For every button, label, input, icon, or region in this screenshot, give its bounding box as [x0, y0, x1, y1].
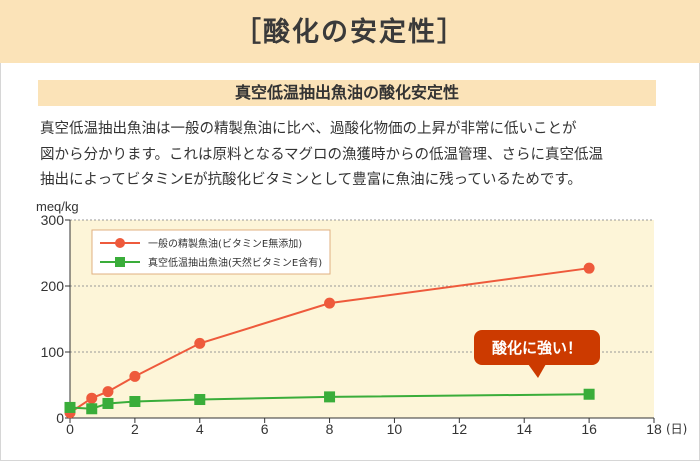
y-tick-label: 300: [41, 212, 65, 228]
series-2-point: [102, 397, 114, 409]
series-2-point: [129, 396, 141, 407]
header-band: [0, 0, 700, 63]
callout-bubble: [474, 330, 600, 365]
x-tick-label: 0: [66, 421, 74, 437]
x-axis-unit: (日): [666, 422, 687, 436]
x-tick-label: 16: [581, 421, 597, 437]
description-line: 抽出によってビタミンEが抗酸化ビタミンとして豊富に魚油に残っているためです。: [40, 172, 582, 188]
x-tick-label: 8: [326, 421, 334, 437]
description-line: 図から分かります。これは原料となるマグロの漁獲時からの低温管理、さらに真空低温: [40, 146, 604, 163]
x-tick-label: 12: [452, 421, 468, 437]
series-1-point: [324, 297, 336, 309]
series-2-point: [64, 401, 76, 413]
series-group: [64, 262, 595, 419]
x-tick-label: 10: [387, 421, 403, 437]
section-subtitle: 真空低温抽出魚油の酸化安定性: [38, 80, 656, 106]
legend-marker-series-2: [115, 257, 125, 267]
callout-pointer: [528, 364, 546, 378]
x-tick-label: 18: [646, 421, 662, 437]
series-2-point: [324, 391, 336, 403]
series-1-point: [129, 370, 141, 382]
x-tick-label: 14: [516, 421, 532, 437]
series-1-point: [194, 337, 206, 349]
page-title: ［酸化の安定性］: [234, 17, 466, 48]
legend-label-series-1: 一般の精製魚油(ビタミンE無添加): [148, 237, 302, 250]
description-line: 真空低温抽出魚油は一般の精製魚油に比べ、過酸化物価の上昇が非常に低いことが: [40, 121, 577, 137]
series-1-point: [583, 262, 595, 274]
series-2-point: [583, 388, 595, 400]
x-ticks: 0 2 4 6 8 10 12 14 16 18: [66, 418, 662, 437]
x-tick-label: 2: [131, 421, 139, 437]
series-1-point: [86, 392, 98, 404]
y-tick-label: 200: [41, 278, 65, 294]
description-text: 真空低温抽出魚油は一般の精製魚油に比べ、過酸化物価の上昇が非常に低いことが 図か…: [40, 117, 662, 194]
callout: 酸化に強い！: [474, 330, 600, 378]
legend: 一般の精製魚油(ビタミンE無添加) 真空低温抽出魚油(天然ビタミンE含有): [91, 229, 331, 275]
callout-text: 酸化に強い！: [492, 339, 582, 357]
y-tick-label: 100: [41, 344, 65, 360]
x-tick-label: 6: [261, 421, 269, 437]
legend-label-series-2: 真空低温抽出魚油(天然ビタミンE含有): [148, 256, 322, 269]
y-ticks: 0 100 200 300: [41, 212, 70, 426]
y-tick-label: 0: [56, 410, 64, 426]
series-1-point: [102, 386, 114, 398]
y-axis-label: meq/kg: [36, 199, 79, 214]
grid-lines: [70, 219, 654, 353]
series-2-point: [194, 394, 206, 406]
x-tick-label: 4: [196, 421, 204, 437]
legend-marker-series-1: [115, 238, 125, 248]
legend-box: [91, 229, 331, 275]
series-2-point: [86, 403, 98, 415]
